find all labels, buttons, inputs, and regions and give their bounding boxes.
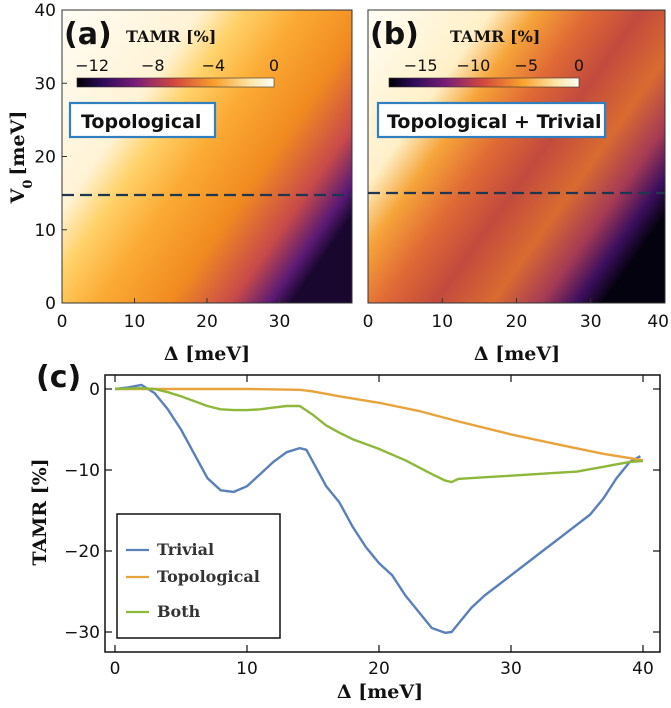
x-axis-title-c: Δ [meV]	[337, 681, 423, 703]
y-tick-label-a: 20	[34, 148, 56, 168]
colorbar-tick-label-a: −8	[141, 56, 165, 75]
y-axis-title-c: TAMR [%]	[29, 458, 51, 565]
x-tick-label-b: 40	[647, 312, 669, 332]
heatmap-a-plot-area	[61, 9, 353, 304]
x-tick-label-c: 0	[110, 659, 121, 679]
colorbar-tick-label-a: 0	[269, 56, 279, 75]
y-tick-label-c: −20	[64, 542, 100, 562]
panel-letter-c: (c)	[36, 360, 81, 395]
colorbar-title-b: TAMR [%]	[450, 27, 540, 46]
colorbar-tick-label-b: −5	[514, 56, 538, 75]
y-tick-label-a: 30	[34, 74, 56, 94]
line-series	[114, 383, 644, 634]
label-box-b	[376, 101, 607, 139]
y-tick-label-a: 40	[34, 1, 56, 21]
series-line-trivial	[114, 383, 641, 634]
panel-c-line-chart: (c) 0 10 20 30 40 0 −10 −20 −30 Trivial Topologi…	[29, 360, 661, 703]
colorbar-b	[388, 77, 580, 88]
heatmap-b-plot-area	[367, 9, 666, 304]
legend-label-topological: Topological	[157, 567, 260, 586]
x-tick-label-b: 10	[431, 312, 453, 332]
x-tick-label-a: 20	[196, 312, 218, 332]
y-tick-label-a: 0	[45, 294, 56, 314]
panel-b-heatmap: (b) TAMR [%] −15 −10 −5 0 Topological + Tri…	[363, 9, 669, 365]
y-tick-label-c: −30	[64, 623, 100, 643]
label-box-a	[68, 101, 217, 139]
y-tick-label-a: 10	[34, 221, 56, 241]
x-axis-title-b: Δ [meV]	[474, 343, 560, 365]
x-axis-title-a: Δ [meV]	[164, 343, 250, 365]
legend: Trivial Topological Both	[116, 513, 281, 639]
colorbar-tick-label-b: −15	[404, 56, 438, 75]
legend-label-both: Both	[157, 602, 201, 621]
y-axis-ticks-a: 0 10 20 30 40	[34, 1, 67, 314]
panel-letter-b: (b)	[370, 17, 419, 52]
colorbar-title-a: TAMR [%]	[126, 27, 216, 46]
colorbar-tick-label-b: 0	[574, 56, 584, 75]
y-axis-title-a: V0[meV]	[7, 111, 36, 205]
x-tick-label-b: 20	[506, 312, 528, 332]
y-tick-label-c: 0	[89, 380, 100, 400]
colorbar-tick-label-b: −10	[457, 56, 491, 75]
label-box-b-text: Topological + Trivial	[387, 111, 602, 133]
series-line-both	[114, 387, 644, 484]
x-tick-label-c: 20	[368, 659, 390, 679]
colorbar-tick-label-a: −4	[202, 56, 226, 75]
x-tick-label-c: 40	[632, 659, 654, 679]
panel-a-heatmap: (a) TAMR [%] −12 −8 −4 0 Topological 0 10 20 3…	[7, 1, 353, 365]
line-axis-ticks: 0 10 20 30 40 0 −10 −20 −30	[64, 375, 660, 679]
x-tick-label-a: 10	[124, 312, 146, 332]
colorbar-a	[76, 77, 275, 88]
x-tick-label-b: 30	[580, 312, 602, 332]
x-tick-label-a: 0	[57, 312, 68, 332]
x-tick-label-c: 30	[500, 659, 522, 679]
x-tick-label-c: 10	[236, 659, 258, 679]
series-line-topological	[115, 387, 644, 462]
colorbar-ticks-a: −12 −8 −4 0	[75, 56, 279, 75]
colorbar-ticks-b: −15 −10 −5 0	[404, 56, 584, 75]
label-box-a-text: Topological	[81, 111, 201, 133]
x-tick-label-a: 30	[269, 312, 291, 332]
x-axis-ticks-a: 0 10 20 30	[57, 298, 291, 332]
legend-label-trivial: Trivial	[157, 540, 214, 559]
y-tick-label-c: −10	[64, 461, 100, 481]
x-tick-label-b: 0	[363, 312, 374, 332]
panel-letter-a: (a)	[64, 17, 112, 52]
x-axis-ticks-b: 0 10 20 30 40	[363, 298, 669, 332]
colorbar-tick-label-a: −12	[75, 56, 109, 75]
